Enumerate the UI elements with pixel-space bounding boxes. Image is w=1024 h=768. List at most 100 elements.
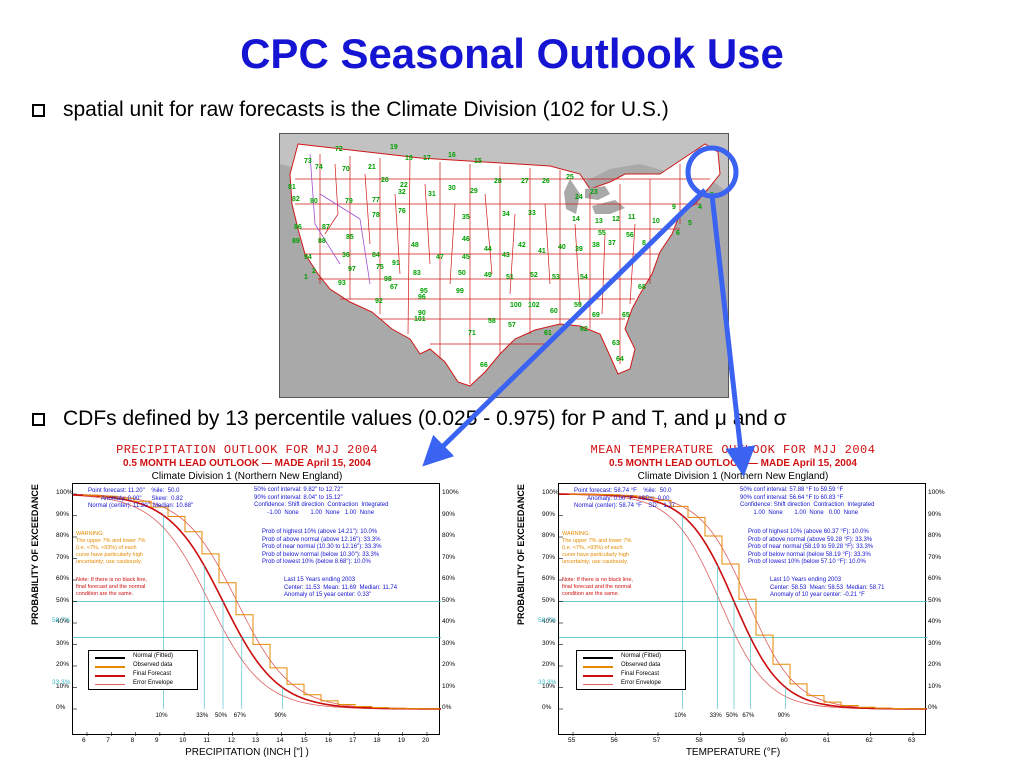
y-tick-label-right: 100%	[928, 489, 945, 496]
legend-item: Final Forecast	[577, 671, 685, 680]
division-number: 68	[638, 284, 646, 291]
y-tick-label: 90%	[542, 510, 556, 518]
division-number: 25	[566, 174, 574, 181]
legend-item: Error Envelope	[577, 680, 685, 689]
division-number: 66	[480, 362, 488, 369]
division-number: 45	[462, 254, 470, 261]
y-tick-label-right: 50%	[928, 596, 942, 604]
division-number: 75	[376, 264, 384, 271]
y-tick-label: 20%	[542, 661, 556, 668]
division-number: 28	[494, 178, 502, 185]
division-number: 81	[288, 184, 296, 191]
division-number: 39	[575, 246, 583, 253]
plot-area: 10% 33% 50% 67% 90%	[72, 483, 441, 736]
division-number: 37	[608, 240, 616, 247]
percentile-label: 10%	[674, 713, 687, 719]
cdf-curves: 10% 33% 50% 67% 90%	[558, 493, 927, 736]
x-tick-label: 18	[373, 737, 381, 744]
x-tick-label: 11	[203, 737, 211, 744]
final-forecast-curve	[72, 494, 441, 710]
x-tick-label: 12	[227, 737, 235, 744]
division-number: 49	[484, 272, 492, 279]
division-number: 6	[676, 230, 680, 237]
bullet-cdfs: CDFs defined by 13 percentile values (0.…	[32, 407, 787, 431]
y-tick-label-right: 80%	[928, 532, 942, 539]
x-tick-label: 7	[106, 737, 110, 744]
division-number: 71	[468, 330, 476, 337]
division-number: 62	[580, 326, 588, 333]
y-tick-label-right: 100%	[442, 489, 459, 496]
warning-text: WARNING: The upper 7% and lower 7% (i.e.…	[562, 531, 632, 565]
division-number: 43	[502, 252, 510, 259]
division-number: 94	[304, 254, 312, 261]
x-tick-label: 63	[908, 737, 916, 744]
last-years-stats: Last 10 Years ending 2003 Center: 58.53 …	[770, 577, 885, 598]
y-tick-label: 80%	[542, 532, 556, 539]
y-tick-label: 100%	[542, 489, 559, 496]
y-tick-label: 40%	[542, 618, 556, 625]
last-years-stats: Last 15 Years ending 2003 Center: 11.53 …	[284, 577, 398, 598]
y-tick-label: 0%	[56, 704, 66, 711]
climate-division-map: 72 19 18 17 16 15 28 27 26 25 74 70 73 2…	[279, 133, 729, 398]
chart-division: Climate Division 1 (Northern New England…	[637, 471, 829, 482]
legend-item: Normal (Fitted)	[89, 653, 197, 662]
division-number: 73	[304, 158, 312, 165]
division-number: 67	[390, 284, 398, 291]
y-tick-label: 60%	[542, 575, 556, 582]
division-number: 82	[292, 196, 300, 203]
division-number: 90	[418, 310, 426, 317]
division-number: 41	[538, 248, 546, 255]
observed-data-line	[83, 494, 440, 710]
side-value: 58.7%	[52, 617, 71, 624]
chart-title: MEAN TEMPERATURE OUTLOOK FOR MJJ 2004	[590, 443, 876, 457]
legend-item: Normal (Fitted)	[577, 653, 685, 662]
division-number: 9	[672, 204, 676, 211]
division-number: 15	[474, 158, 482, 165]
y-tick-label-right: 0%	[442, 704, 452, 711]
x-tick-label: 62	[865, 737, 873, 744]
bullet-text: CDFs defined by 13 percentile values (0.…	[63, 407, 787, 430]
bullet-spatial-unit: spatial unit for raw forecasts is the Cl…	[32, 98, 669, 122]
y-tick-label: 10%	[542, 682, 556, 690]
division-number: 46	[462, 236, 470, 243]
probabilities: Prob of highest 10% (above 14.21"): 10.0…	[262, 529, 382, 565]
temperature-outlook-chart: MEAN TEMPERATURE OUTLOOK FOR MJJ 2004 0.…	[516, 443, 948, 768]
division-number: 84	[372, 252, 380, 259]
division-number: 54	[580, 274, 588, 281]
division-number: 24	[575, 194, 583, 201]
division-number: 36	[342, 252, 350, 259]
division-number: 35	[462, 214, 470, 221]
legend-item: Observed data	[89, 662, 197, 671]
percentile-label: 33%	[196, 713, 209, 719]
stats-left: Point forecast: 58.74 °F %ile: 50.0 Anom…	[574, 488, 676, 509]
warning-text: WARNING: The upper 7% and lower 7% (i.e.…	[76, 531, 146, 565]
division-number: 56	[626, 232, 634, 239]
chart-subtitle: 0.5 MONTH LEAD OUTLOOK — MADE April 15, …	[122, 458, 371, 469]
division-number: 50	[458, 270, 466, 277]
legend-item: Observed data	[577, 662, 685, 671]
observed-data-line	[569, 493, 926, 710]
division-number: 27	[521, 178, 529, 185]
division-number: 33	[528, 210, 536, 217]
division-number: 64	[616, 356, 624, 363]
stats-right: 50% conf interval: 57.88 °F to 59.59 °F …	[740, 487, 875, 516]
division-number: 12	[612, 216, 620, 223]
y-tick-label-right: 20%	[442, 661, 456, 668]
side-value: 33.3%	[52, 679, 71, 686]
x-axis-title: PRECIPITATION (INCH ["] )	[185, 747, 309, 758]
division-number: 16	[448, 152, 456, 159]
division-number: 92	[375, 298, 383, 305]
x-tick-label: 57	[653, 737, 661, 744]
y-tick-label: 90%	[56, 510, 70, 518]
y-tick-label-right: 60%	[442, 575, 456, 582]
percentile-label: 50%	[215, 713, 228, 719]
division-number: 57	[508, 322, 516, 329]
x-tick-label: 59	[738, 737, 746, 744]
division-number: 51	[506, 274, 514, 281]
y-tick-label-right: 10%	[442, 682, 456, 690]
y-tick-label: 50%	[542, 596, 556, 604]
division-number: 55	[598, 230, 606, 237]
bullet-text: spatial unit for raw forecasts is the Cl…	[63, 98, 669, 121]
division-number: 88	[318, 238, 326, 245]
y-tick-label-right: 40%	[928, 618, 942, 625]
